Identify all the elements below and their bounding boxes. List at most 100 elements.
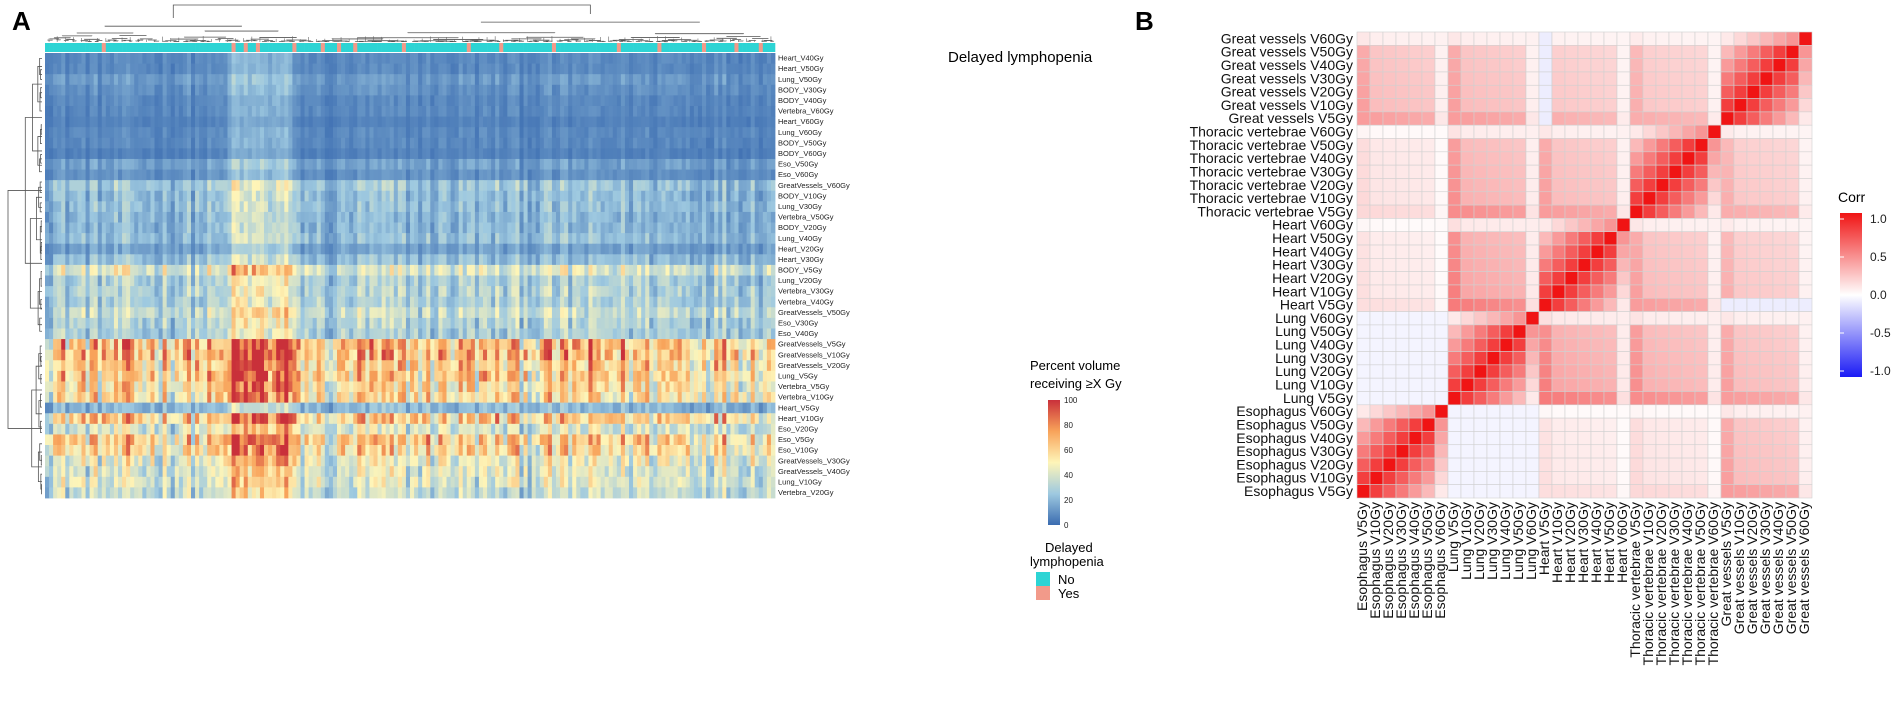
heatmap-cell xyxy=(588,158,593,170)
heatmap-cell xyxy=(503,95,508,107)
heatmap-cell xyxy=(507,137,512,149)
heatmap-cell xyxy=(105,233,111,245)
heatmap-cell xyxy=(182,190,188,202)
heatmap-cell xyxy=(93,127,99,139)
heatmap-cell xyxy=(616,222,622,234)
heatmap-cell xyxy=(600,137,606,149)
heatmap-cell xyxy=(673,63,679,75)
heatmap-cell xyxy=(438,180,443,192)
heatmap-cell xyxy=(401,275,407,287)
heatmap-cell xyxy=(714,105,719,117)
heatmap-cell xyxy=(288,74,293,86)
heatmap-cell xyxy=(195,127,200,139)
heatmap-cell xyxy=(523,275,529,287)
heatmap-cell xyxy=(454,243,460,255)
heatmap-cell xyxy=(109,222,115,234)
heatmap-cell xyxy=(458,275,464,287)
heatmap-cell xyxy=(45,180,50,192)
annotation-cell xyxy=(770,43,776,52)
heatmap-cell xyxy=(535,84,541,96)
heatmap-cell xyxy=(491,158,496,170)
heatmap-cell xyxy=(466,137,472,149)
heatmap-cell xyxy=(227,105,232,117)
heatmap-cell xyxy=(681,180,687,192)
heatmap-cell xyxy=(324,169,330,181)
panel-a-heatmap: Heart_V40GyHeart_V50GyLung_V50GyBODY_V30… xyxy=(7,4,1122,601)
heatmap-cell xyxy=(345,95,350,107)
heatmap-cell xyxy=(223,127,228,139)
heatmap-cell xyxy=(296,127,301,139)
heatmap-cell xyxy=(353,137,358,149)
heatmap-cell xyxy=(535,211,541,223)
heatmap-cell xyxy=(251,137,257,149)
heatmap-cell xyxy=(118,105,123,117)
heatmap-cell xyxy=(389,63,395,75)
heatmap-cell xyxy=(219,233,224,245)
heatmap-cell xyxy=(418,180,423,192)
heatmap-cell xyxy=(564,243,569,255)
heatmap-cell xyxy=(361,190,366,202)
heatmap-cell xyxy=(665,233,670,245)
heatmap-cell xyxy=(264,127,269,139)
heatmap-cell xyxy=(754,105,760,117)
heatmap-cell xyxy=(300,116,305,128)
heatmap-cell xyxy=(531,127,537,139)
heatmap-cell xyxy=(499,169,504,181)
heatmap-cell xyxy=(702,74,707,86)
heatmap-cell xyxy=(584,127,589,139)
heatmap-cell xyxy=(568,116,573,128)
heatmap-cell xyxy=(543,84,549,96)
heatmap-cell xyxy=(341,169,346,181)
heatmap-cell xyxy=(393,137,399,149)
heatmap-cell xyxy=(726,180,731,192)
heatmap-cell xyxy=(669,95,675,107)
annotation-cell xyxy=(702,43,707,52)
heatmap-cell xyxy=(292,264,297,276)
heatmap-cell xyxy=(637,63,642,75)
heatmap-cell xyxy=(401,169,407,181)
heatmap-cell xyxy=(422,233,427,245)
annotation-cell xyxy=(118,43,123,52)
heatmap-cell xyxy=(576,116,581,128)
annotation-cell xyxy=(616,43,622,52)
heatmap-cell xyxy=(665,264,670,276)
heatmap-cell xyxy=(466,222,472,234)
heatmap-cell xyxy=(158,53,164,64)
heatmap-cell xyxy=(304,275,310,287)
heatmap-cell xyxy=(596,169,602,181)
heatmap-cell xyxy=(385,180,391,192)
heatmap-cell xyxy=(523,296,529,308)
heatmap-cell xyxy=(247,116,253,128)
heatmap-cell xyxy=(766,116,772,128)
heatmap-cell xyxy=(470,74,476,86)
heatmap-cell xyxy=(685,254,691,266)
heatmap-cell xyxy=(154,63,159,75)
heatmap-cell xyxy=(568,275,573,287)
heatmap-cell xyxy=(458,211,464,223)
annotation-cell xyxy=(620,43,626,52)
heatmap-cell xyxy=(353,233,358,245)
heatmap-cell xyxy=(373,169,378,181)
heatmap-cell xyxy=(150,201,155,213)
heatmap-cell xyxy=(219,84,224,96)
heatmap-cell xyxy=(487,286,492,298)
heatmap-cell xyxy=(341,53,346,64)
heatmap-cell xyxy=(69,317,74,329)
heatmap-cell xyxy=(414,286,419,298)
heatmap-cell xyxy=(320,307,326,319)
heatmap-cell xyxy=(491,95,496,107)
heatmap-cell xyxy=(608,127,614,139)
heatmap-cell xyxy=(661,180,666,192)
heatmap-cell xyxy=(284,286,289,298)
heatmap-cell xyxy=(770,95,776,107)
heatmap-cell xyxy=(600,296,606,308)
heatmap-cell xyxy=(604,243,610,255)
heatmap-cell xyxy=(681,116,687,128)
heatmap-cell xyxy=(511,63,516,75)
heatmap-cell xyxy=(564,307,569,319)
heatmap-cell xyxy=(519,190,524,202)
heatmap-cell xyxy=(142,264,147,276)
heatmap-cell xyxy=(130,137,135,149)
heatmap-cell xyxy=(259,190,265,202)
heatmap-cell xyxy=(345,286,350,298)
